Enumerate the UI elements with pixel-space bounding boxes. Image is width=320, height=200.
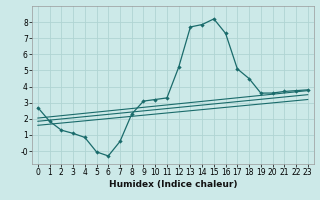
X-axis label: Humidex (Indice chaleur): Humidex (Indice chaleur)	[108, 180, 237, 189]
